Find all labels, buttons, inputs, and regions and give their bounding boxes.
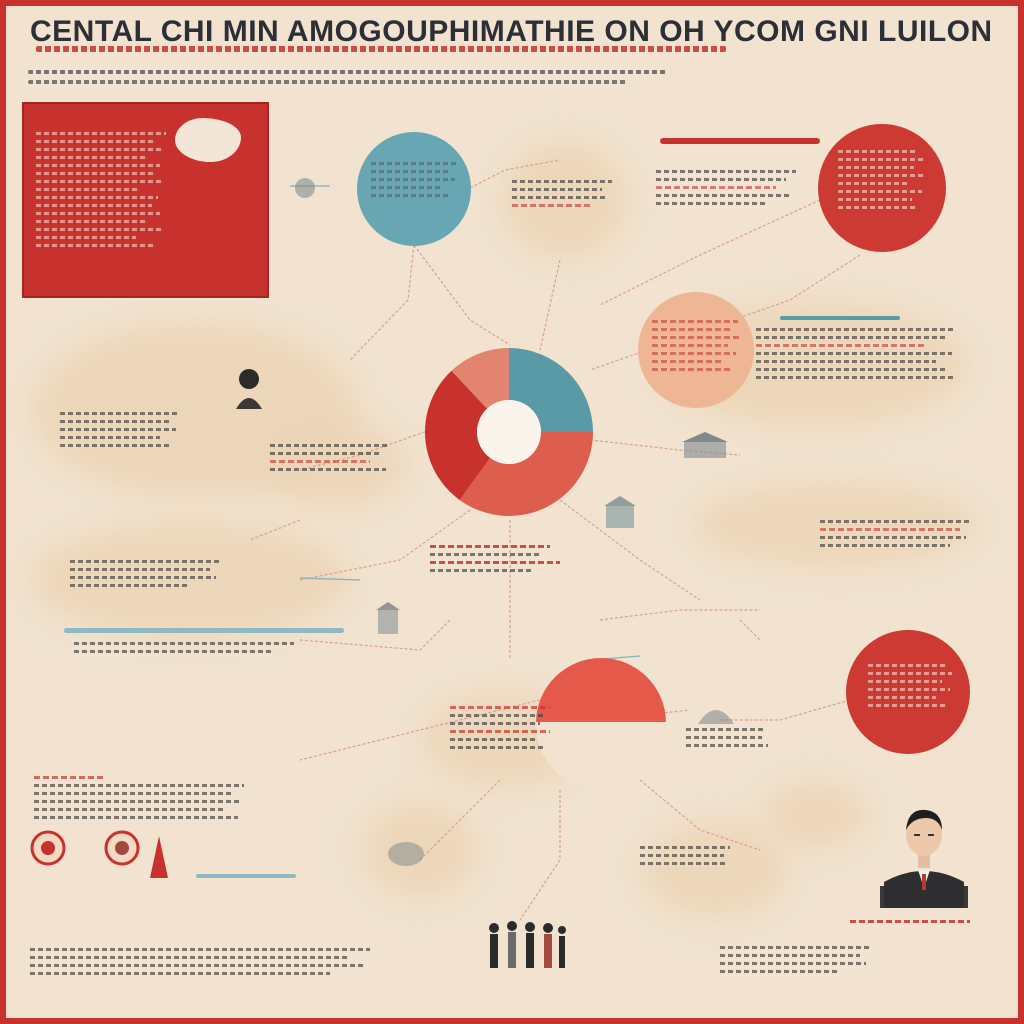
bg-blob xyxy=(30,520,350,640)
poster-title: CENTAL CHI MIN AMOGOUPHIMATHIE ON OH YCO… xyxy=(30,15,990,48)
accent-bar xyxy=(780,316,900,320)
bg-blob xyxy=(360,800,480,900)
accent-bar xyxy=(196,874,296,878)
topic-circle-teal xyxy=(357,132,471,246)
text-block xyxy=(70,560,220,592)
text-block xyxy=(640,846,730,870)
tower-icon xyxy=(150,836,168,878)
donut-segment-2 xyxy=(459,432,593,516)
topic-circle-peach xyxy=(638,292,754,408)
text-block xyxy=(756,328,956,384)
topic-circle-red xyxy=(818,124,946,252)
text-block xyxy=(60,412,180,452)
accent-bar xyxy=(660,138,820,144)
building-icon xyxy=(376,602,400,634)
group-photo-icon xyxy=(489,921,566,968)
text-block xyxy=(656,170,796,210)
intro-text-line xyxy=(28,70,668,74)
topic-circle-red xyxy=(846,630,970,754)
subtitle-text xyxy=(36,46,726,52)
donut-hole xyxy=(477,400,541,464)
donut-segment-3 xyxy=(425,370,491,500)
text-block xyxy=(512,180,612,212)
bg-blob xyxy=(690,480,980,570)
text-block xyxy=(34,776,244,824)
text-block xyxy=(430,545,560,577)
accent-bar xyxy=(64,628,344,633)
text-block xyxy=(820,520,970,552)
sketch-icon xyxy=(388,842,424,866)
text-block xyxy=(30,948,370,980)
figure-icon xyxy=(236,369,262,409)
bg-blob xyxy=(760,780,870,850)
bg-blob xyxy=(260,420,410,510)
portrait-icon xyxy=(880,809,968,908)
text-block xyxy=(720,946,870,978)
text-block xyxy=(270,444,390,476)
text-block xyxy=(686,728,768,752)
seal-icon xyxy=(104,830,140,866)
text-block xyxy=(74,642,294,658)
seal-icon xyxy=(30,830,66,866)
donut-chart xyxy=(425,348,593,516)
panel-text xyxy=(36,132,166,252)
intro-text-line xyxy=(28,80,628,84)
half-circle-mask xyxy=(536,722,666,790)
text-block xyxy=(450,706,550,754)
donut-segment-4 xyxy=(451,348,509,409)
caption-text xyxy=(850,920,970,928)
feature-panel xyxy=(22,102,269,298)
bg-blob xyxy=(500,140,630,260)
bg-blob xyxy=(640,820,790,920)
map-icon xyxy=(175,118,241,162)
donut-segment-1 xyxy=(509,348,593,432)
building-icon xyxy=(604,496,636,528)
sketch-icon xyxy=(295,178,315,198)
building-icon xyxy=(682,432,728,458)
sketch-icon xyxy=(698,710,734,724)
